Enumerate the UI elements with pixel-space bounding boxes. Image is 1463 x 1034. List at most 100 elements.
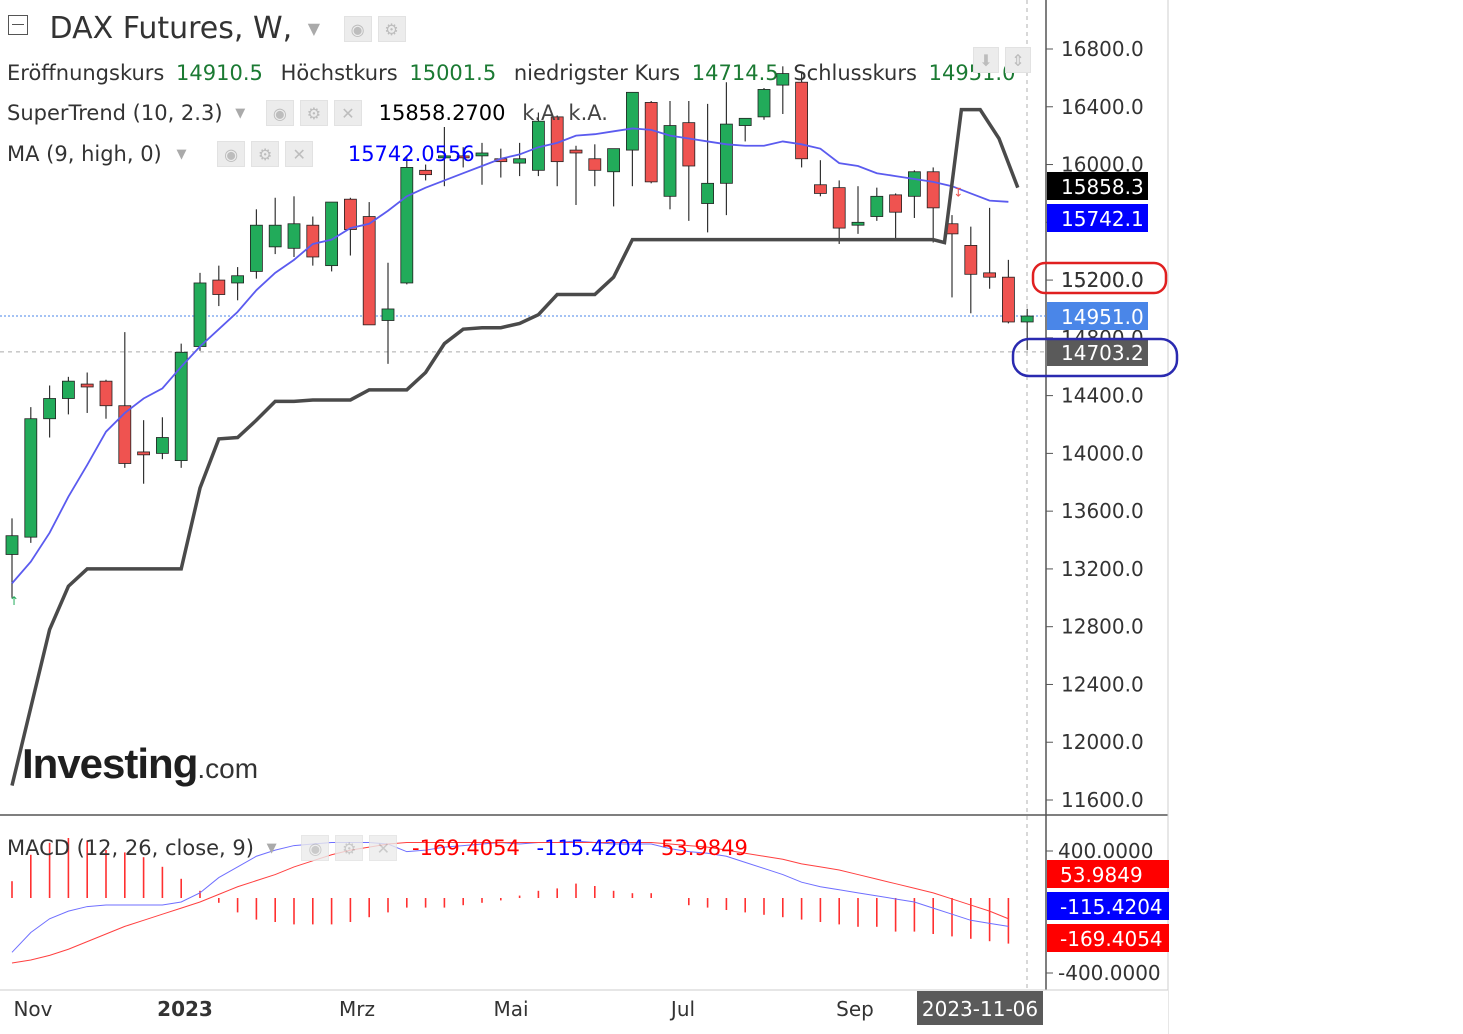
candle-body <box>720 123 733 184</box>
candle <box>851 186 865 234</box>
close-icon[interactable]: ✕ <box>333 100 362 126</box>
price-tick-label: 12000.0 <box>1061 730 1144 754</box>
candle <box>231 267 245 301</box>
candle-body <box>1002 276 1015 323</box>
price-tick-label: 16400.0 <box>1061 95 1144 119</box>
candle <box>926 167 940 243</box>
candle <box>249 209 263 279</box>
arrow-down-icon[interactable]: ⬇ <box>973 47 999 73</box>
gear-icon[interactable]: ⚙ <box>335 835 364 861</box>
collapse-icon[interactable] <box>8 14 28 35</box>
candle-body <box>475 152 489 157</box>
candle <box>870 187 884 221</box>
candle-body <box>43 398 56 420</box>
eye-icon[interactable]: ◉ <box>301 835 330 861</box>
macd-badge-bg <box>1047 860 1169 888</box>
candle <box>720 82 733 216</box>
candle-body <box>456 155 470 159</box>
high-label: Höchstkurs <box>280 61 398 85</box>
candle-body <box>663 125 677 197</box>
candle <box>626 91 639 187</box>
candle-body <box>926 171 940 209</box>
candles <box>5 66 1034 598</box>
macd-badge-label: 53.9849 <box>1060 863 1143 887</box>
blue-highlight-marker <box>1011 337 1179 378</box>
candle <box>287 196 301 257</box>
candle <box>682 100 696 221</box>
candle <box>381 262 395 364</box>
candle-body <box>1020 315 1034 323</box>
price-tick-label: 12400.0 <box>1061 672 1144 696</box>
candle <box>814 160 827 197</box>
eye-icon[interactable]: ◉ <box>343 15 372 42</box>
chevron-down-icon[interactable]: ▼ <box>307 19 321 38</box>
signal-line <box>11 842 1009 964</box>
candle-body <box>513 158 526 164</box>
chevron-down-icon[interactable]: ▼ <box>176 146 187 162</box>
price-badge: 15200.0 <box>1061 268 1144 292</box>
eye-icon[interactable]: ◉ <box>217 141 246 167</box>
chevron-down-icon[interactable]: ▼ <box>235 105 246 121</box>
candle-body <box>155 437 169 454</box>
eye-icon[interactable]: ◉ <box>265 100 294 126</box>
investing-logo: Investing.com <box>22 740 258 788</box>
candle <box>964 226 978 314</box>
close-icon[interactable]: ✕ <box>369 835 398 861</box>
candle <box>644 100 658 184</box>
candle <box>475 142 489 185</box>
candle-body <box>193 282 207 347</box>
candle-body <box>62 380 75 399</box>
candle-body <box>306 224 320 258</box>
macd-badge-bg <box>1047 924 1169 952</box>
gear-icon[interactable]: ⚙ <box>299 100 328 126</box>
candle <box>306 216 320 266</box>
price-tick-label: 12800.0 <box>1061 615 1144 639</box>
candle <box>137 420 151 484</box>
xaxis-label: Sep <box>836 997 874 1021</box>
current-date-label: 2023-11-06 <box>922 997 1038 1021</box>
candle-body <box>738 117 752 126</box>
xaxis-label: Nov <box>13 997 52 1021</box>
candle-body <box>343 198 357 230</box>
chevron-down-icon[interactable]: ▼ <box>266 840 277 856</box>
sell-signal-icon: ↧ <box>953 185 963 199</box>
candle-body <box>381 308 395 321</box>
candle-body <box>814 184 827 194</box>
macd-badge: -115.4204 <box>1047 892 1169 920</box>
candle-body <box>268 224 282 248</box>
candle <box>889 193 902 239</box>
macd-value-2: -115.4204 <box>536 836 645 860</box>
macd-pane <box>11 838 1010 964</box>
candle <box>174 343 188 468</box>
red-highlight-marker <box>1031 261 1168 295</box>
candle-body <box>437 155 451 159</box>
gear-icon[interactable]: ⚙ <box>251 141 280 167</box>
candle <box>550 115 564 187</box>
expand-icon[interactable]: ⇕ <box>1005 47 1031 73</box>
close-icon[interactable]: ✕ <box>285 141 314 167</box>
candle <box>400 155 414 285</box>
price-badge: 15742.1 <box>1047 204 1148 232</box>
macd-tick-label: -400.0000 <box>1058 961 1161 985</box>
supertrend-label: SuperTrend (10, 2.3) <box>7 101 223 125</box>
candle-body <box>870 195 884 217</box>
candle <box>80 372 94 413</box>
candle-body <box>626 91 639 151</box>
price-badge: 14951.0 <box>1047 302 1148 330</box>
candle-body <box>588 158 602 171</box>
candle-body <box>795 81 808 160</box>
candle-body <box>325 201 339 267</box>
ma-label: MA (9, high, 0) <box>7 142 162 166</box>
gear-icon[interactable]: ⚙ <box>377 15 406 42</box>
candle-body <box>249 224 263 272</box>
candle <box>193 272 207 351</box>
candle <box>588 144 602 187</box>
candle <box>776 66 790 114</box>
candle <box>325 201 339 272</box>
candle-body <box>569 149 583 154</box>
logo-main: Investing <box>22 740 198 787</box>
close-value: 14951.0 <box>928 61 1016 85</box>
candle <box>118 332 132 468</box>
macd-label: MACD (12, 26, close, 9) <box>7 836 254 860</box>
